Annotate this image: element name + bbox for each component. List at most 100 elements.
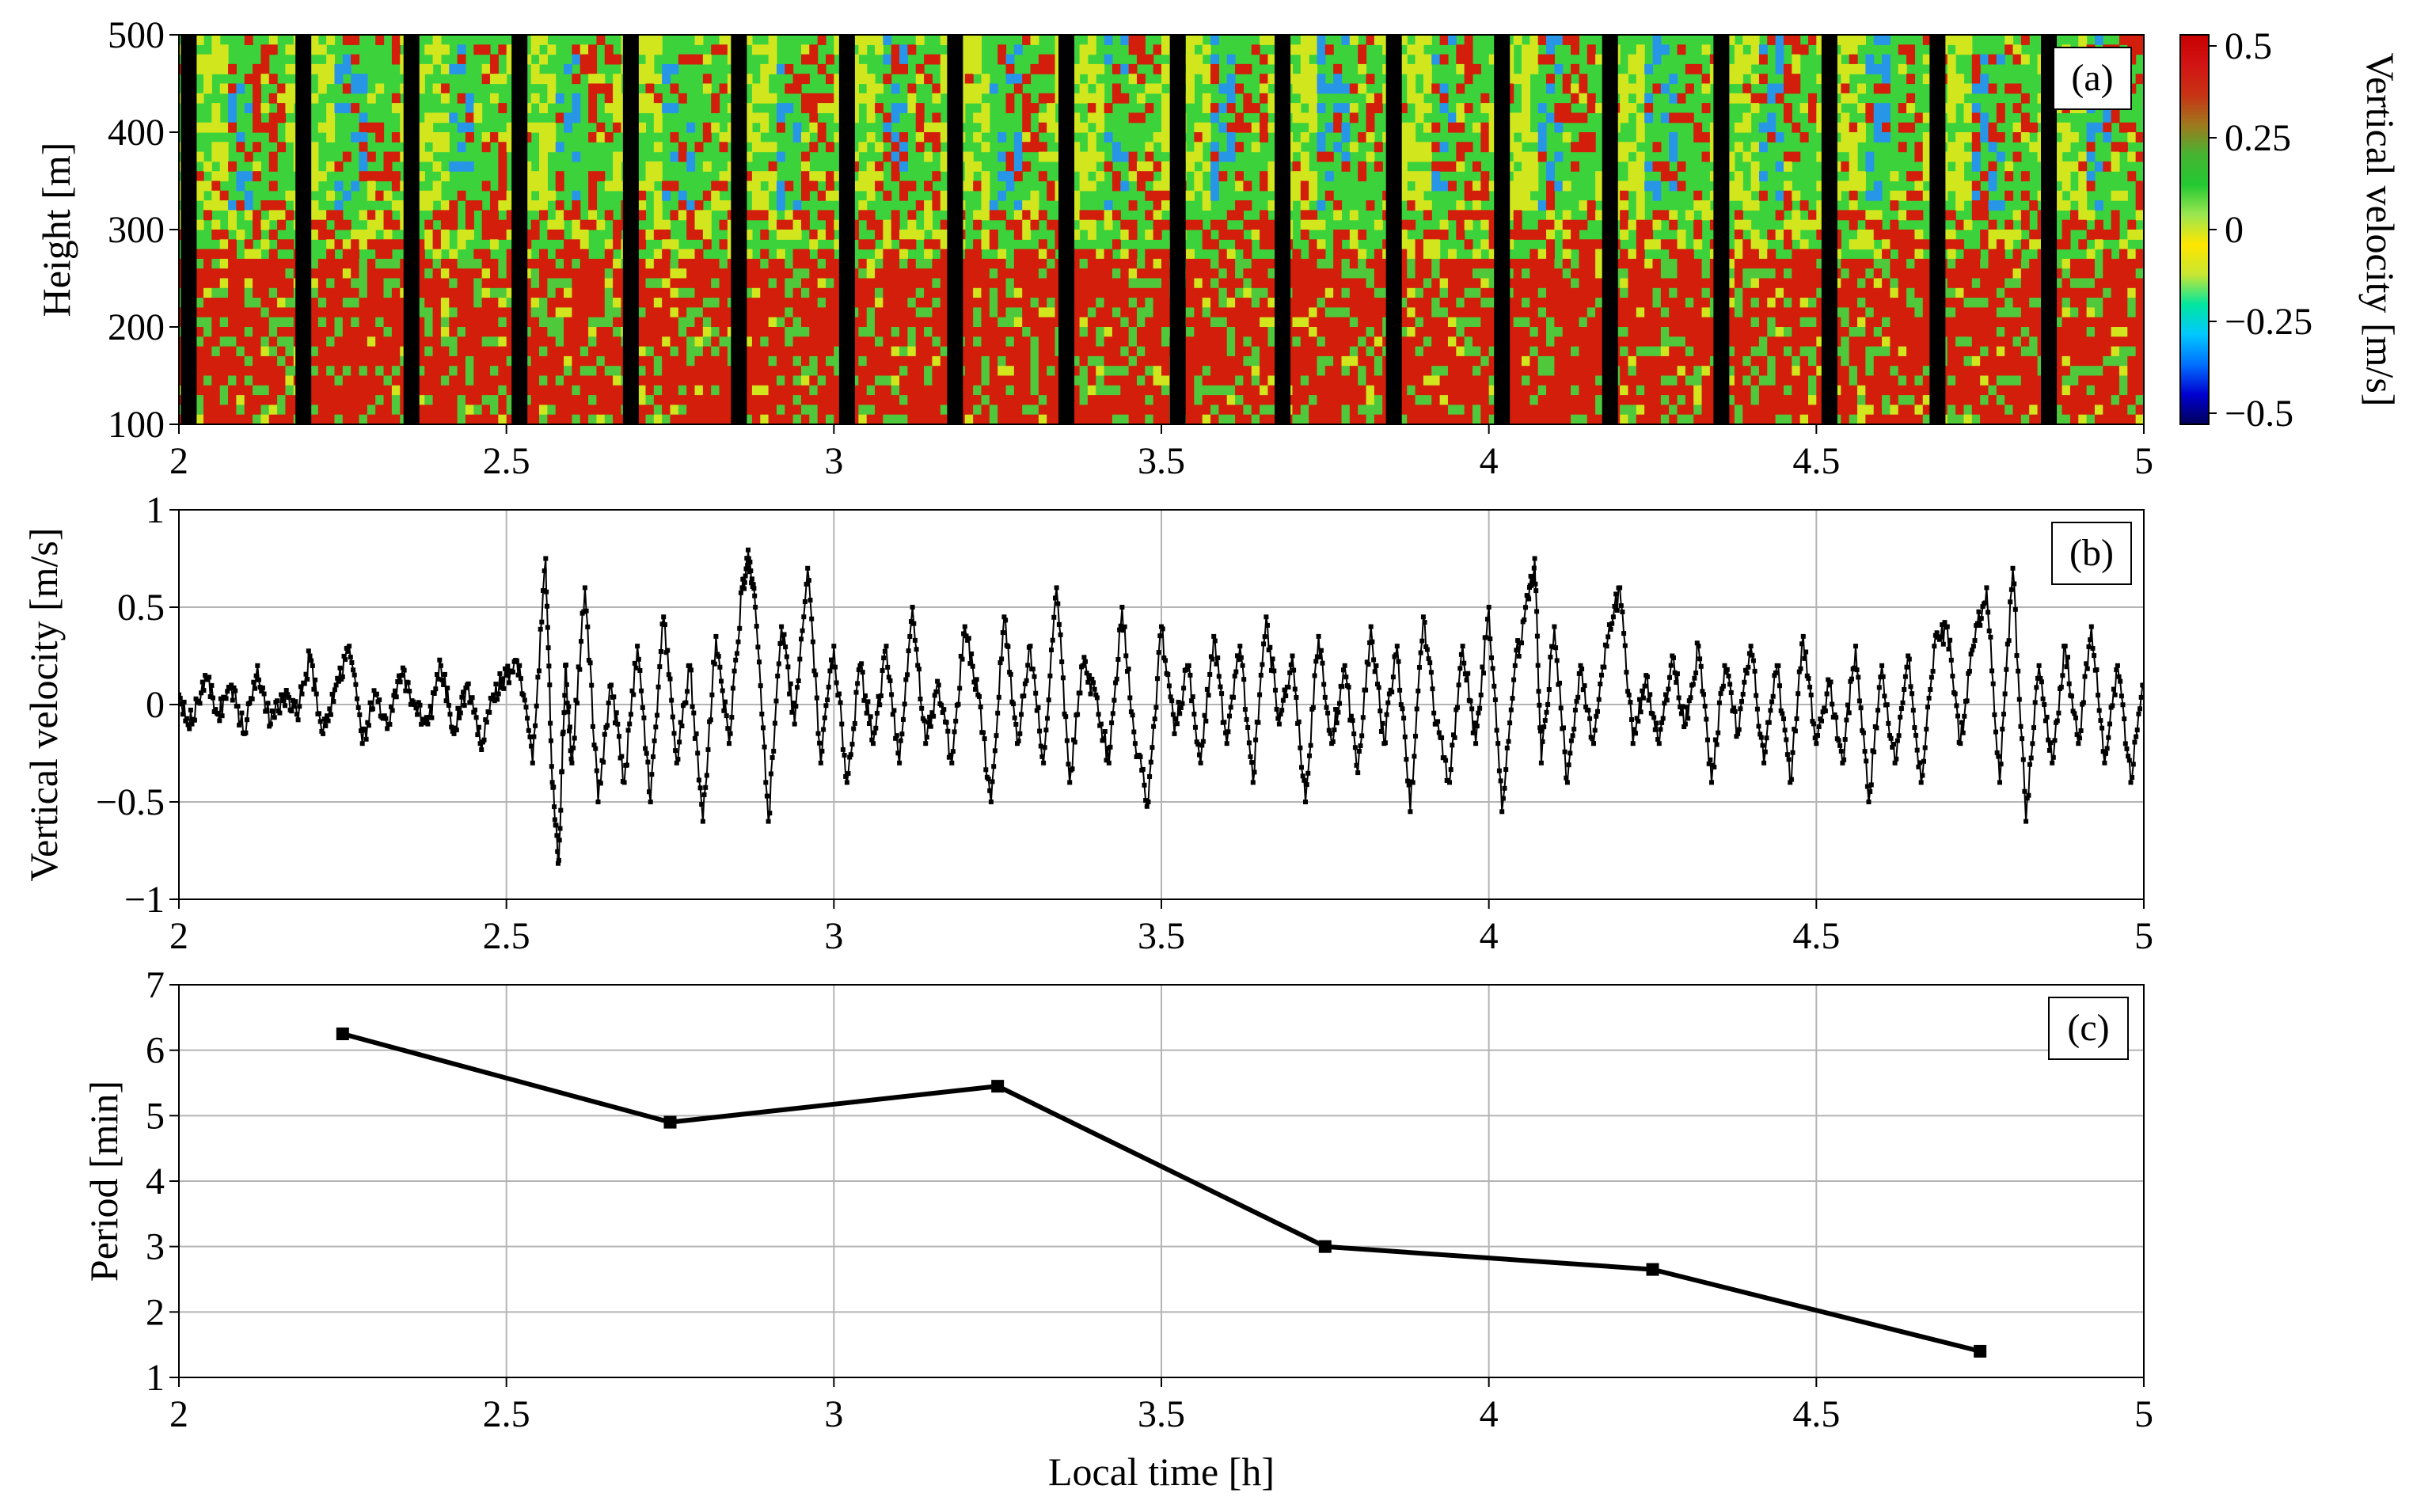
heatmap-cell — [776, 200, 785, 211]
heatmap-cell — [637, 74, 647, 85]
heatmap-cell — [800, 93, 810, 104]
heatmap-cell — [465, 287, 474, 298]
heatmap-cell — [588, 287, 598, 298]
heatmap-cell — [1398, 375, 1408, 386]
heatmap-cell — [391, 366, 401, 377]
heatmap-cell — [1595, 395, 1605, 405]
heatmap-cell — [604, 268, 614, 279]
heatmap-cell — [613, 258, 622, 269]
heatmap-cell — [809, 268, 819, 279]
heatmap-cell — [539, 375, 548, 386]
heatmap-cell — [367, 180, 376, 192]
heatmap-cell — [1038, 278, 1047, 289]
heatmap-cell — [1366, 287, 1375, 298]
heatmap-cell — [924, 414, 933, 424]
heatmap-cell — [375, 414, 385, 424]
heatmap-cell — [1480, 142, 1490, 153]
heatmap-cell — [924, 210, 933, 221]
heatmap-cell — [1571, 395, 1580, 405]
heatmap-cell — [964, 375, 974, 386]
heatmap-cell — [932, 190, 941, 201]
heatmap-cell — [1349, 278, 1358, 289]
heatmap-cell — [711, 258, 720, 269]
heatmap-cell — [1300, 200, 1309, 211]
heatmap-cell — [964, 151, 974, 162]
heatmap-cell — [1267, 122, 1277, 133]
heatmap-cell — [817, 230, 826, 240]
heatmap-cell — [1194, 35, 1203, 45]
heatmap-cell — [760, 366, 770, 377]
heatmap-cell — [940, 74, 949, 85]
heatmap-cell — [1374, 346, 1383, 357]
heatmap-cell — [342, 190, 352, 201]
heatmap-cell — [1292, 103, 1302, 113]
heatmap-cell — [1161, 298, 1170, 308]
heatmap-cell — [899, 405, 909, 416]
heatmap-cell — [760, 74, 770, 85]
heatmap-cell — [1267, 366, 1277, 377]
heatmap-cell — [1358, 366, 1367, 377]
heatmap-cell — [1423, 83, 1432, 94]
heatmap-cell — [792, 346, 802, 357]
heatmap-cell — [1546, 44, 1555, 55]
heatmap-cell — [572, 93, 581, 104]
heatmap-cell — [670, 287, 679, 298]
heatmap-cell — [924, 258, 933, 269]
heatmap-cell — [751, 93, 761, 104]
heatmap-cell — [637, 307, 647, 318]
heatmap-cell — [981, 307, 990, 318]
heatmap-cell — [1366, 122, 1375, 133]
heatmap-cell — [1267, 103, 1277, 113]
heatmap-cell — [776, 375, 785, 386]
heatmap-cell — [310, 317, 319, 328]
heatmap-cell — [1423, 336, 1432, 348]
heatmap-cell — [1104, 258, 1113, 269]
heatmap-cell — [268, 375, 278, 386]
heatmap-cell — [1456, 122, 1465, 133]
heatmap-cell — [555, 298, 564, 308]
heatmap-cell — [932, 122, 941, 133]
heatmap-cell — [580, 44, 589, 55]
heatmap-cell — [1571, 112, 1580, 123]
heatmap-cell — [883, 258, 892, 269]
heatmap-cell — [342, 405, 352, 416]
heatmap-cell — [1218, 327, 1228, 337]
heatmap-cell — [489, 287, 499, 298]
heatmap-cell — [457, 190, 466, 201]
heatmap-cell — [940, 219, 949, 230]
heatmap-cell — [1186, 258, 1195, 269]
heatmap-cell — [547, 327, 557, 337]
heatmap-cell — [1586, 307, 1596, 318]
heatmap-cell — [367, 317, 376, 328]
heatmap-cell — [219, 54, 229, 65]
heatmap-cell — [1415, 307, 1424, 318]
heatmap-cell — [1431, 268, 1441, 279]
heatmap-cell — [1235, 366, 1244, 377]
heatmap-cell — [751, 258, 761, 269]
heatmap-cell — [1333, 268, 1343, 279]
heatmap-cell — [1341, 258, 1351, 269]
heatmap-cell — [1218, 249, 1228, 260]
heatmap-cell — [817, 287, 826, 298]
heatmap-cell — [572, 230, 581, 240]
heatmap-cell — [940, 287, 949, 298]
heatmap-cell — [670, 258, 679, 269]
heatmap-cell — [317, 298, 327, 308]
heatmap-cell — [1562, 112, 1571, 123]
heatmap-cell — [653, 112, 663, 123]
heatmap-cell — [932, 239, 941, 250]
heatmap-cell — [383, 287, 393, 298]
heatmap-cell — [1260, 83, 1269, 94]
heatmap-cell — [1226, 307, 1236, 318]
heatmap-cell — [1145, 405, 1154, 416]
heatmap-cell — [1309, 219, 1318, 230]
heatmap-cell — [1226, 317, 1236, 328]
heatmap-cell — [588, 112, 598, 123]
heatmap-cell — [924, 317, 933, 328]
heatmap-cell — [1218, 278, 1228, 289]
heatmap-cell — [253, 366, 262, 377]
heatmap-cell — [203, 307, 212, 318]
heatmap-cell — [1480, 122, 1490, 133]
heatmap-cell — [1447, 385, 1457, 396]
heatmap-cell — [678, 298, 687, 308]
